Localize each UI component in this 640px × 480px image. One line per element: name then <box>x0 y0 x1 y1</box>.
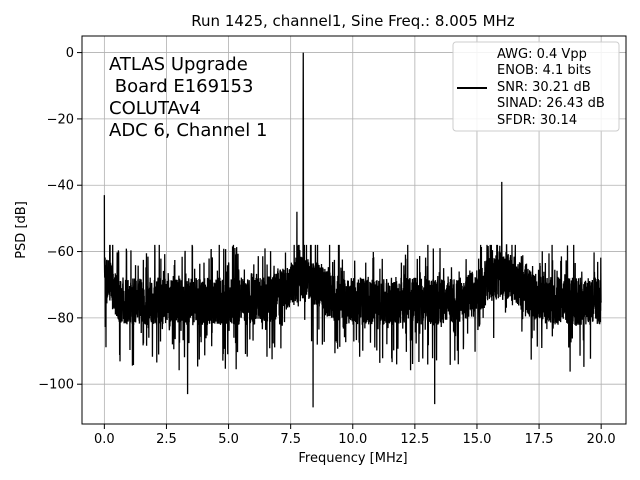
annotation-block: ATLAS Upgrade Board E169153 COLUTAv4 ADC… <box>109 54 267 141</box>
x-tick-label: 2.5 <box>156 432 177 447</box>
legend-line-1: AWG: 0.4 Vpp <box>497 47 587 62</box>
legend-line-4: SINAD: 26.43 dB <box>497 96 605 111</box>
y-axis-label: PSD [dB] <box>14 201 29 259</box>
x-axis-ticks: 0.0 2.5 5.0 7.5 10.0 12.5 15.0 17.5 20.0 <box>94 424 616 447</box>
x-tick-label: 0.0 <box>94 432 115 447</box>
y-tick-label: −40 <box>47 179 74 194</box>
legend-line-5: SFDR: 30.14 <box>497 113 577 128</box>
y-axis-ticks: 0 −20 −40 −60 −80 −100 <box>38 46 82 393</box>
x-tick-label: 5.0 <box>218 432 239 447</box>
annotation-line-2: Board E169153 <box>109 76 253 97</box>
x-axis-label: Frequency [MHz] <box>298 451 407 466</box>
x-tick-label: 15.0 <box>462 432 491 447</box>
y-tick-label: −80 <box>47 311 74 326</box>
x-tick-label: 17.5 <box>525 432 554 447</box>
annotation-line-3: COLUTAv4 <box>109 98 201 119</box>
x-tick-label: 7.5 <box>280 432 301 447</box>
y-tick-label: 0 <box>66 46 74 61</box>
legend-box <box>452 41 620 132</box>
psd-series-line <box>103 52 602 408</box>
legend: AWG: 0.4 Vpp ENOB: 4.1 bits SNR: 30.21 d… <box>452 41 620 132</box>
x-tick-label: 20.0 <box>587 432 616 447</box>
chart-title: Run 1425, channel1, Sine Freq.: 8.005 MH… <box>191 12 515 30</box>
annotation-line-4: ADC 6, Channel 1 <box>109 120 267 141</box>
legend-line-2: ENOB: 4.1 bits <box>497 63 591 78</box>
x-tick-label: 10.0 <box>338 432 367 447</box>
legend-line-3: SNR: 30.21 dB <box>497 80 591 95</box>
y-tick-label: −20 <box>47 112 74 127</box>
y-tick-label: −60 <box>47 245 74 260</box>
plot-data-area <box>103 52 602 408</box>
plot-frame <box>81 35 627 425</box>
x-tick-label: 12.5 <box>400 432 429 447</box>
annotation-line-1: ATLAS Upgrade <box>109 54 248 75</box>
y-tick-label: −100 <box>38 378 74 393</box>
